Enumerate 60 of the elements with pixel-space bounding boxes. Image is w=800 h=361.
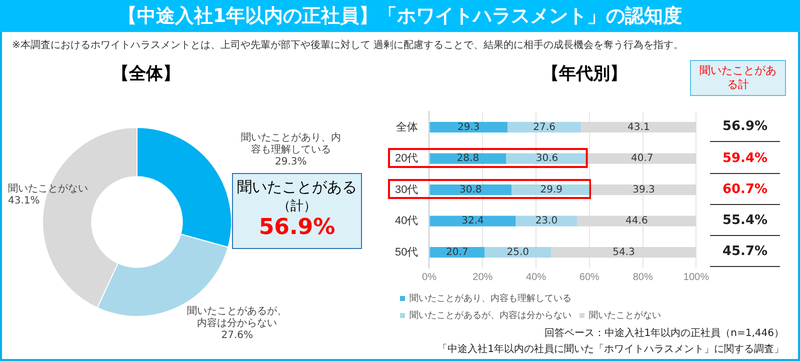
y-tick-label: 30代 <box>394 184 418 196</box>
data-label: 32.4 <box>462 216 484 227</box>
bar <box>588 153 696 164</box>
data-label: 20.7 <box>446 246 468 258</box>
data-label: 29.9 <box>540 184 563 196</box>
data-label: 29.3% <box>275 156 307 168</box>
y-tick-label: 40代 <box>394 215 418 228</box>
slice-label: 聞いたことがあるが、内容は分からない <box>187 304 288 329</box>
x-tick-label: 20% <box>472 272 493 283</box>
text: 60.7% <box>710 176 780 205</box>
data-label: 29.3 <box>457 122 480 133</box>
data-label: 44.6 <box>626 216 648 227</box>
data-label: 27.6% <box>221 330 254 341</box>
text: 59.4% <box>710 144 780 174</box>
data-label: 43.1% <box>8 195 40 206</box>
bar <box>430 216 516 226</box>
text: 【全体】 <box>112 63 180 85</box>
bar <box>507 122 582 133</box>
bar <box>577 216 696 226</box>
bar <box>430 122 508 133</box>
bar <box>591 184 696 196</box>
slice-label: 聞いたことがない <box>8 182 88 194</box>
bar <box>506 153 588 164</box>
data-label: 30.8 <box>459 184 482 196</box>
x-tick-label: 60% <box>579 272 600 283</box>
data-label: 43.1 <box>628 122 650 133</box>
chart-title: 【年代別】 <box>542 63 627 85</box>
text: 56.9% <box>258 215 336 240</box>
bar <box>551 247 696 258</box>
legend-label: 聞いたことがない <box>589 310 661 320</box>
text: 聞いたことがある計 <box>690 60 786 96</box>
legend-label: 聞いたことがあり、内容も理解している <box>410 292 572 303</box>
data-label: 39.3 <box>632 184 655 196</box>
x-tick-label: 80% <box>632 272 653 283</box>
y-tick-label: 20代 <box>394 152 418 165</box>
legend-label: 聞いたことがあるが、内容は分からない <box>410 310 572 320</box>
y-tick-label: 全体 <box>396 121 418 134</box>
x-tick-label: 100% <box>683 272 710 283</box>
x-tick-label: 40% <box>526 272 546 283</box>
bar <box>430 184 512 196</box>
text: 聞いたことがある（計） <box>236 178 358 215</box>
data-label: 25.0 <box>506 246 530 258</box>
text: 55.4% <box>710 207 780 236</box>
data-label: 23.0 <box>535 216 558 227</box>
data-label: 54.3 <box>612 246 635 258</box>
text: 45.7% <box>710 238 780 268</box>
y-tick-label: 50代 <box>394 246 418 258</box>
bar <box>430 153 506 164</box>
slice-label: 聞いたことがあり、内容も理解している <box>240 132 341 156</box>
text: 回答ベース：中途入社1年以内の正社員（n=1,446） <box>544 326 784 340</box>
x-tick-label: 0% <box>422 272 437 283</box>
text: 「中途入社1年以内の社員に聞いた「ホワイトハラスメント」に関する調査」 <box>438 342 784 356</box>
data-label: 40.7 <box>631 153 654 164</box>
text: 56.9% <box>710 113 780 142</box>
data-label: 30.6 <box>536 153 558 164</box>
data-label: 27.6 <box>533 122 556 133</box>
bar <box>581 122 696 133</box>
data-label: 28.8 <box>456 153 480 164</box>
chart-subtitle: ※本調査におけるホワイトハラスメントとは、上司や先輩が部下や後輩に対して 過剰に配慮することで、結果的に相手の成長機会を奪う行為を指す。 <box>12 38 684 52</box>
text: 【中途入社1年以内の正社員】「ホワイトハラスメント」の認知度 <box>0 0 800 32</box>
